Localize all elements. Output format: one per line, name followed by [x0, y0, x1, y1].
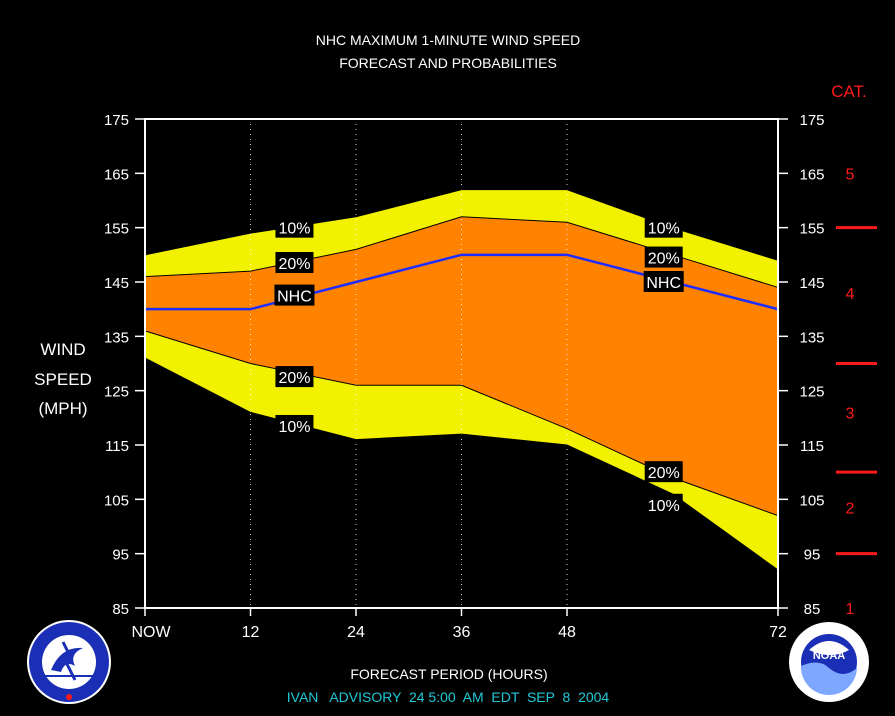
band-label: 20%: [278, 256, 310, 273]
y-tick-label-right: 115: [800, 438, 824, 455]
y-tick-label-right: 165: [799, 166, 824, 183]
y-tick-label-right: 175: [799, 112, 824, 129]
band-label: 20%: [648, 251, 680, 268]
band-label: 10%: [648, 221, 680, 238]
band-label-box: [644, 493, 683, 515]
x-axis-title: FORECAST PERIOD (HOURS): [350, 666, 547, 682]
x-tick-label: 48: [558, 624, 576, 641]
y-tick-label-left: 155: [104, 221, 129, 238]
category-label: 3: [846, 405, 855, 422]
band-label-box: [644, 461, 683, 483]
y-tick-label-right: 145: [799, 275, 824, 292]
band-label-box: [643, 271, 684, 292]
category-scale: 5 4 3 2 1: [836, 166, 877, 618]
y-tick-label-right: 125: [799, 384, 824, 401]
x-axis: NOW 12 24 36 48 72: [131, 608, 787, 641]
band-label-box: [275, 414, 314, 436]
band-label-box: [275, 366, 314, 388]
band-label-box: [644, 246, 683, 268]
band-label-box: [644, 216, 683, 238]
y-axis-title-line-3: (MPH): [38, 399, 87, 418]
x-tick-label: 72: [769, 624, 787, 641]
y-tick-label-right: 95: [804, 547, 821, 564]
y-tick-label-left: 175: [104, 112, 129, 129]
y-tick-label-left: 85: [112, 601, 129, 618]
advisory-footer: IVAN ADVISORY 24 5:00 AM EDT SEP 8 2004: [287, 689, 610, 705]
y-tick-label-right: 105: [799, 492, 824, 509]
band-label-box: [275, 251, 314, 273]
y-tick-label-right: 135: [799, 329, 824, 346]
noaa-logo-text: NOAA: [813, 650, 845, 662]
category-label: 5: [846, 166, 855, 183]
category-title: CAT.: [831, 82, 867, 101]
band-label: 10%: [278, 419, 310, 436]
y-tick-label-left: 135: [104, 329, 129, 346]
x-tick-label: 24: [347, 624, 365, 641]
band-label: 10%: [648, 498, 680, 515]
y-axis-right: 85 95 105 115 125 135 145 155 165 175: [778, 112, 825, 618]
nws-seal-icon: [27, 620, 111, 704]
y-tick-label-right: 85: [804, 601, 821, 618]
band-labels: 10% 20% NHC 20% 10% 10% 20% NHC 20% 10%: [274, 216, 684, 515]
y-axis-title-line-1: WIND: [40, 340, 85, 359]
y-tick-label-right: 155: [799, 221, 824, 238]
y-tick-label-left: 125: [104, 384, 129, 401]
category-label: 4: [846, 286, 855, 303]
chart-subtitle: FORECAST AND PROBABILITIES: [339, 55, 557, 71]
y-tick-label-left: 105: [104, 492, 129, 509]
band-label: NHC: [646, 275, 681, 292]
y-tick-label-left: 165: [104, 166, 129, 183]
band-label-box: [275, 216, 314, 238]
y-tick-label-left: 145: [104, 275, 129, 292]
y-tick-label-left: 95: [112, 547, 129, 564]
y-axis-left: 85 95 105 115 125 135 145 155 165 175: [104, 112, 145, 618]
category-label: 2: [846, 500, 855, 517]
band-label: 10%: [278, 221, 310, 238]
category-label: 1: [846, 601, 855, 618]
y-axis-title-line-2: SPEED: [34, 370, 92, 389]
y-axis-title: WIND SPEED (MPH): [34, 340, 92, 418]
x-tick-label: NOW: [131, 624, 171, 641]
chart-title: NHC MAXIMUM 1-MINUTE WIND SPEED: [316, 32, 580, 48]
band-label-box: [274, 284, 315, 306]
x-tick-label: 12: [242, 624, 260, 641]
x-tick-label: 36: [453, 624, 471, 641]
band-label: 20%: [278, 370, 310, 387]
band-label: 20%: [648, 465, 680, 482]
noaa-seal-icon: NOAA: [789, 622, 869, 702]
y-tick-label-left: 115: [105, 438, 129, 455]
band-label: NHC: [277, 289, 312, 306]
